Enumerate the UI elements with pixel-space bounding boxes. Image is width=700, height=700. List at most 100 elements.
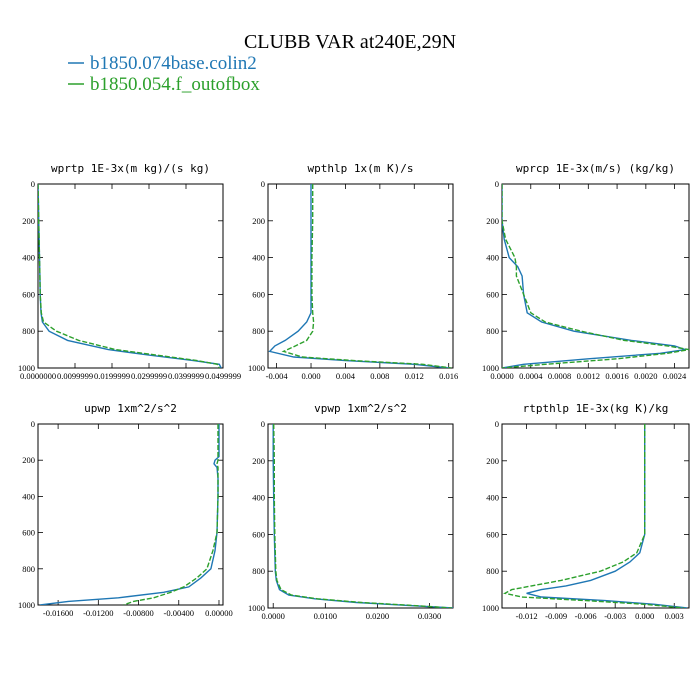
panel-3: upwp 1xm^2/s^202004006008001000-0.01600-… [18, 402, 233, 618]
x-tick-label: 0.0020 [634, 371, 657, 381]
y-tick-label: 1000 [18, 363, 35, 373]
series-line-1 [503, 424, 685, 608]
y-tick-label: 0 [495, 419, 499, 429]
series-line-1 [273, 424, 453, 608]
x-tick-label: 0.0000000 [20, 371, 56, 381]
panel-1: wpthlp 1x(m K)/s 0 200 400 600 800 1000-0.004 0… [248, 162, 458, 381]
y-tick-label: 800 [252, 566, 265, 576]
y-tick-label: 600 [22, 528, 35, 538]
plot-frame [501, 183, 690, 369]
y-tick-label: 200 [22, 216, 35, 226]
x-tick-label: 0.0300 [418, 611, 441, 621]
panel-title: rtpthlp 1E-3x(kg K)/kg [523, 402, 669, 415]
y-tick-label: 800 [486, 566, 499, 576]
x-tick-label: 0.003 [665, 611, 684, 621]
y-tick-label: 800 [22, 564, 35, 574]
y-tick-label: 400 [22, 491, 35, 501]
y-tick-label: 200 [22, 455, 35, 465]
x-tick-label: -0.00400 [164, 608, 194, 618]
legend-label-0: b1850.074base.colin2 [90, 53, 257, 74]
series-line-1 [502, 184, 689, 368]
x-tick-label: 0.0199999 [94, 371, 130, 381]
series-line-0 [38, 184, 222, 368]
plot-frame [37, 423, 224, 606]
y-tick-label: 800 [22, 326, 35, 336]
series-line-1 [281, 184, 452, 368]
y-tick-label: 400 [252, 493, 265, 503]
x-tick-label: 0.012 [405, 371, 424, 381]
panel-0: wprtp 1E-3x(m kg)/(s kg) 0 200 400 600 800 100… [18, 162, 241, 381]
y-tick-label: 600 [252, 529, 265, 539]
x-tick-label: 0.0299999 [131, 371, 167, 381]
y-tick-label: 600 [22, 289, 35, 299]
y-tick-label: 1000 [248, 363, 265, 373]
x-tick-label: -0.01200 [83, 608, 113, 618]
y-tick-label: 1000 [482, 363, 499, 373]
figure-title: CLUBB VAR at240E,29N [244, 31, 456, 53]
plot-frame [267, 423, 454, 609]
x-tick-label: -0.003 [604, 611, 626, 621]
y-tick-label: 200 [252, 216, 265, 226]
x-tick-label: 0.004 [336, 371, 356, 381]
y-tick-label: 200 [252, 456, 265, 466]
x-tick-label: 0.0200 [366, 611, 389, 621]
y-tick-label: 0 [31, 179, 35, 189]
y-tick-label: 600 [486, 289, 499, 299]
y-tick-label: 1000 [18, 600, 35, 610]
x-tick-label: -0.009 [545, 611, 567, 621]
y-tick-label: 0 [261, 179, 265, 189]
y-tick-label: 200 [486, 456, 499, 466]
x-tick-label: 0.016 [439, 371, 458, 381]
x-tick-label: 0.0008 [548, 371, 571, 381]
y-tick-label: 0 [31, 419, 35, 429]
x-tick-label: 0.0004 [519, 371, 543, 381]
panel-title: vpwp 1xm^2/s^2 [314, 402, 407, 415]
series-line-0 [268, 184, 449, 368]
panel-title: wpthlp 1x(m K)/s [308, 162, 414, 175]
series-line-0 [39, 424, 220, 605]
series-line-0 [526, 424, 688, 608]
plot-frame [267, 183, 454, 369]
x-tick-label: 0.00000 [205, 608, 233, 618]
x-tick-label: -0.01600 [43, 608, 73, 618]
panel-2: wprcp 1E-3x(m/s) (kg/kg) 0 200 400 600 800 100… [482, 162, 690, 381]
x-tick-label: 0.008 [370, 371, 389, 381]
x-tick-label: 0.0099999 [57, 371, 93, 381]
y-tick-label: 400 [252, 253, 265, 263]
x-tick-label: 0.0000 [262, 611, 285, 621]
y-tick-label: 1000 [482, 603, 499, 613]
series-line-0 [502, 184, 686, 368]
plot-frame [37, 183, 224, 369]
x-tick-label: 0.0399999 [168, 371, 204, 381]
panel-title: upwp 1xm^2/s^2 [84, 402, 177, 415]
y-tick-label: 400 [22, 253, 35, 263]
x-tick-label: 0.0499999 [205, 371, 241, 381]
y-tick-label: 200 [486, 216, 499, 226]
x-tick-label: 0.0100 [314, 611, 337, 621]
x-tick-label: -0.00800 [123, 608, 153, 618]
y-tick-label: 0 [495, 179, 499, 189]
x-tick-label: 0.000 [301, 371, 320, 381]
x-tick-label: -0.012 [516, 611, 538, 621]
panels: wprtp 1E-3x(m kg)/(s kg) 0 200 400 600 800 100… [18, 162, 690, 621]
panel-5: rtpthlp 1E-3x(kg K)/kg 0 200 400 600 800 1000 -… [482, 402, 690, 621]
y-tick-label: 800 [486, 326, 499, 336]
x-tick-label: 0.0024 [663, 371, 687, 381]
x-tick-label: 0.0016 [605, 371, 628, 381]
series-line-0 [272, 424, 453, 608]
x-tick-label: -0.004 [266, 371, 289, 381]
series-line-1 [123, 424, 219, 605]
panel-title: wprcp 1E-3x(m/s) (kg/kg) [516, 162, 675, 175]
legend-label-1: b1850.054.f_outofbox [90, 74, 260, 95]
x-tick-label: 0.0000 [490, 371, 513, 381]
y-tick-label: 0 [261, 419, 265, 429]
x-tick-label: 0.000 [635, 611, 654, 621]
series-line-1 [38, 184, 220, 368]
plot-frame [501, 423, 690, 609]
x-tick-label: 0.0012 [577, 371, 600, 381]
y-tick-label: 1000 [248, 603, 265, 613]
y-tick-label: 600 [486, 529, 499, 539]
legend: b1850.074base.colin2 b1850.054.f_outofbo… [68, 53, 260, 95]
panel-title: wprtp 1E-3x(m kg)/(s kg) [51, 162, 210, 175]
